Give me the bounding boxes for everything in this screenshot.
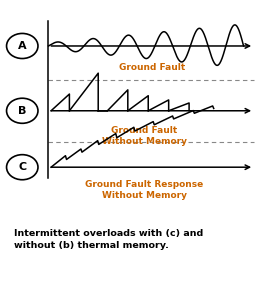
Text: Ground Fault: Ground Fault bbox=[119, 64, 185, 72]
Text: Intermittent overloads with (c) and
without (b) thermal memory.: Intermittent overloads with (c) and with… bbox=[13, 229, 203, 250]
Text: B: B bbox=[18, 106, 26, 116]
Text: C: C bbox=[18, 162, 26, 172]
Text: Ground Fault Response
Without Memory: Ground Fault Response Without Memory bbox=[85, 180, 203, 200]
Text: Ground Fault
Without Memory: Ground Fault Without Memory bbox=[101, 126, 186, 146]
Text: A: A bbox=[18, 41, 27, 51]
